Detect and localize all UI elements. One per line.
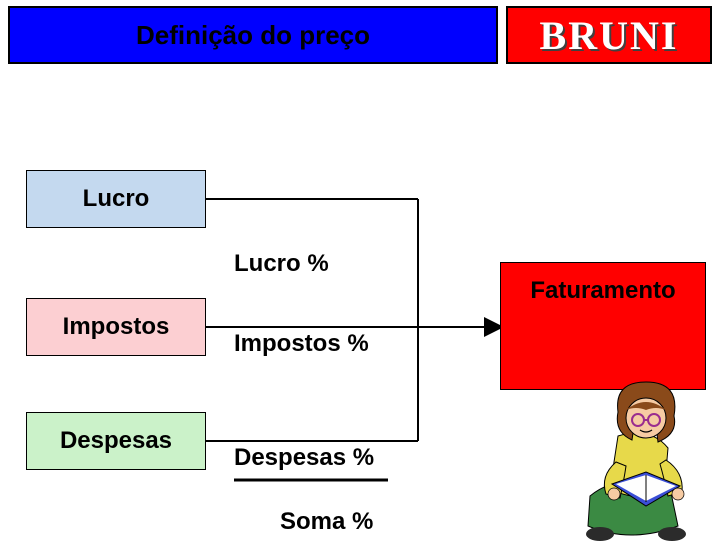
bruni-badge: BRUNI (506, 6, 712, 64)
label-despesas-pct: Despesas % (234, 444, 374, 472)
label-lucro-pct: Lucro % (234, 250, 329, 278)
box-lucro: Lucro (26, 170, 206, 228)
label-impostos-pct: Impostos % (234, 330, 369, 358)
title-bar: Definição do preço (8, 6, 498, 64)
box-faturamento: Faturamento (500, 262, 706, 390)
box-despesas-label: Despesas (60, 427, 172, 455)
title-text: Definição do preço (136, 20, 370, 51)
bruni-text: BRUNI (540, 12, 679, 59)
box-despesas: Despesas (26, 412, 206, 470)
box-faturamento-label: Faturamento (530, 277, 675, 305)
box-impostos: Impostos (26, 298, 206, 356)
box-impostos-label: Impostos (63, 313, 170, 341)
label-soma-pct: Soma % (280, 508, 373, 536)
box-lucro-label: Lucro (83, 185, 150, 213)
reader-illustration (560, 376, 720, 546)
